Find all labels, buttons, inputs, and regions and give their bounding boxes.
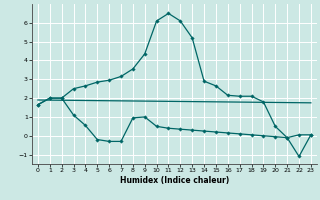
X-axis label: Humidex (Indice chaleur): Humidex (Indice chaleur) <box>120 176 229 185</box>
